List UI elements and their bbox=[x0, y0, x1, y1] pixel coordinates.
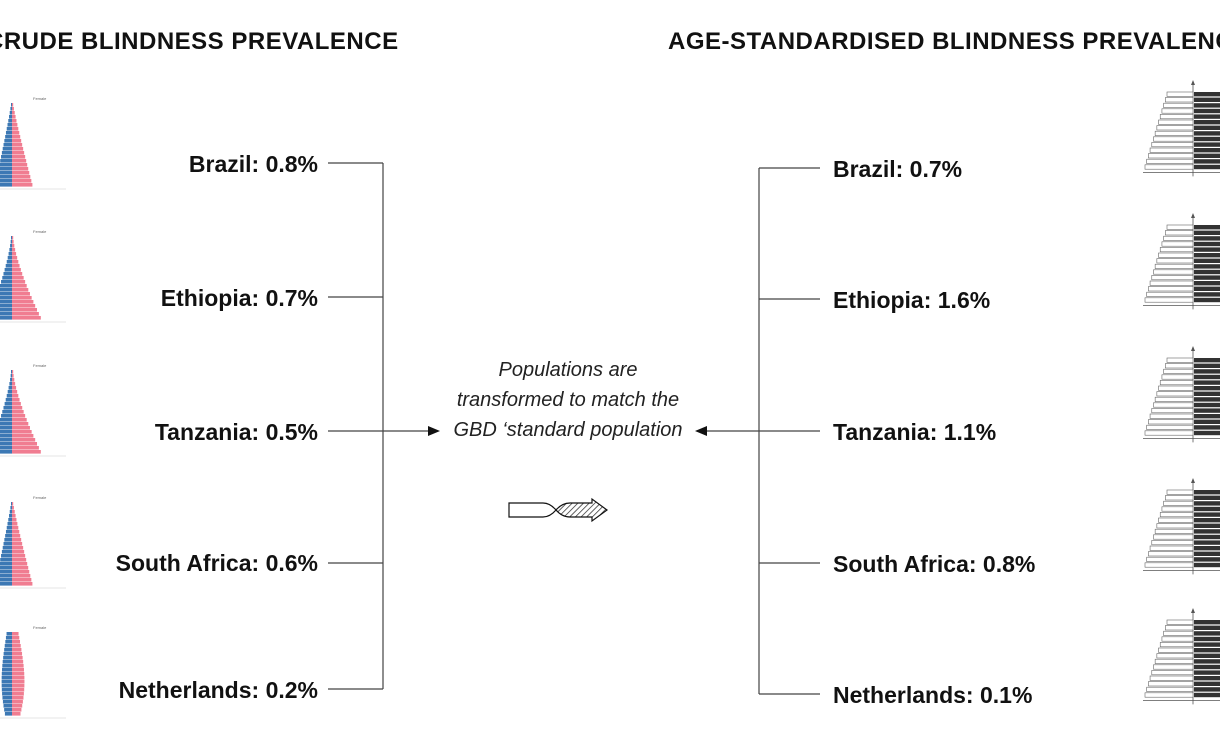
left-arrow-head bbox=[428, 426, 440, 436]
crude-pyramid-ethiopia: Female bbox=[0, 229, 66, 323]
svg-text:Female: Female bbox=[33, 363, 47, 368]
crude-pyramid-south-africa: Female bbox=[0, 495, 66, 589]
standard-pyramid-ethiopia bbox=[1143, 213, 1220, 310]
crude-pyramid-tanzania: Female bbox=[0, 363, 66, 457]
standardised-label-brazil: Brazil: 0.7% bbox=[833, 156, 963, 182]
age-standardised-prevalence-heading: AGE-STANDARDISED BLINDNESS PREVALENCE bbox=[668, 28, 1220, 55]
svg-text:Female: Female bbox=[33, 229, 47, 234]
crude-pyramid-brazil: Female bbox=[0, 96, 66, 190]
standardised-label-netherlands: Netherlands: 0.1% bbox=[833, 682, 1033, 708]
crude-label-netherlands: Netherlands: 0.2% bbox=[118, 677, 318, 703]
crude-label-south-africa: South Africa: 0.6% bbox=[115, 550, 318, 576]
left-bracket bbox=[328, 162, 430, 690]
crude-pyramid-netherlands: Female bbox=[0, 625, 66, 719]
standardised-label-ethiopia: Ethiopia: 1.6% bbox=[833, 287, 991, 313]
right-arrow-head bbox=[695, 426, 707, 436]
right-bracket bbox=[705, 167, 820, 695]
standard-population-pyramids bbox=[1143, 80, 1220, 705]
standardised-label-tanzania: Tanzania: 1.1% bbox=[833, 419, 997, 445]
standard-pyramid-south-africa bbox=[1143, 478, 1220, 575]
standardised-label-south-africa: South Africa: 0.8% bbox=[833, 551, 1036, 577]
transformation-note: Populations are transformed to match the… bbox=[453, 359, 683, 441]
crude-prevalence-heading: CRUDE BLINDNESS PREVALENCE bbox=[0, 28, 399, 55]
transform-arrow-icon bbox=[508, 497, 609, 523]
crude-label-tanzania: Tanzania: 0.5% bbox=[154, 419, 318, 445]
crude-population-pyramids: Female Female Female Female Female bbox=[0, 96, 66, 719]
svg-text:Female: Female bbox=[33, 96, 47, 101]
standard-pyramid-brazil bbox=[1143, 80, 1220, 177]
crude-label-brazil: Brazil: 0.8% bbox=[188, 151, 318, 177]
svg-text:Female: Female bbox=[33, 625, 47, 630]
standard-pyramid-netherlands bbox=[1143, 608, 1220, 705]
standard-pyramid-tanzania bbox=[1143, 346, 1220, 443]
svg-text:Female: Female bbox=[33, 495, 47, 500]
crude-label-ethiopia: Ethiopia: 0.7% bbox=[160, 285, 318, 311]
